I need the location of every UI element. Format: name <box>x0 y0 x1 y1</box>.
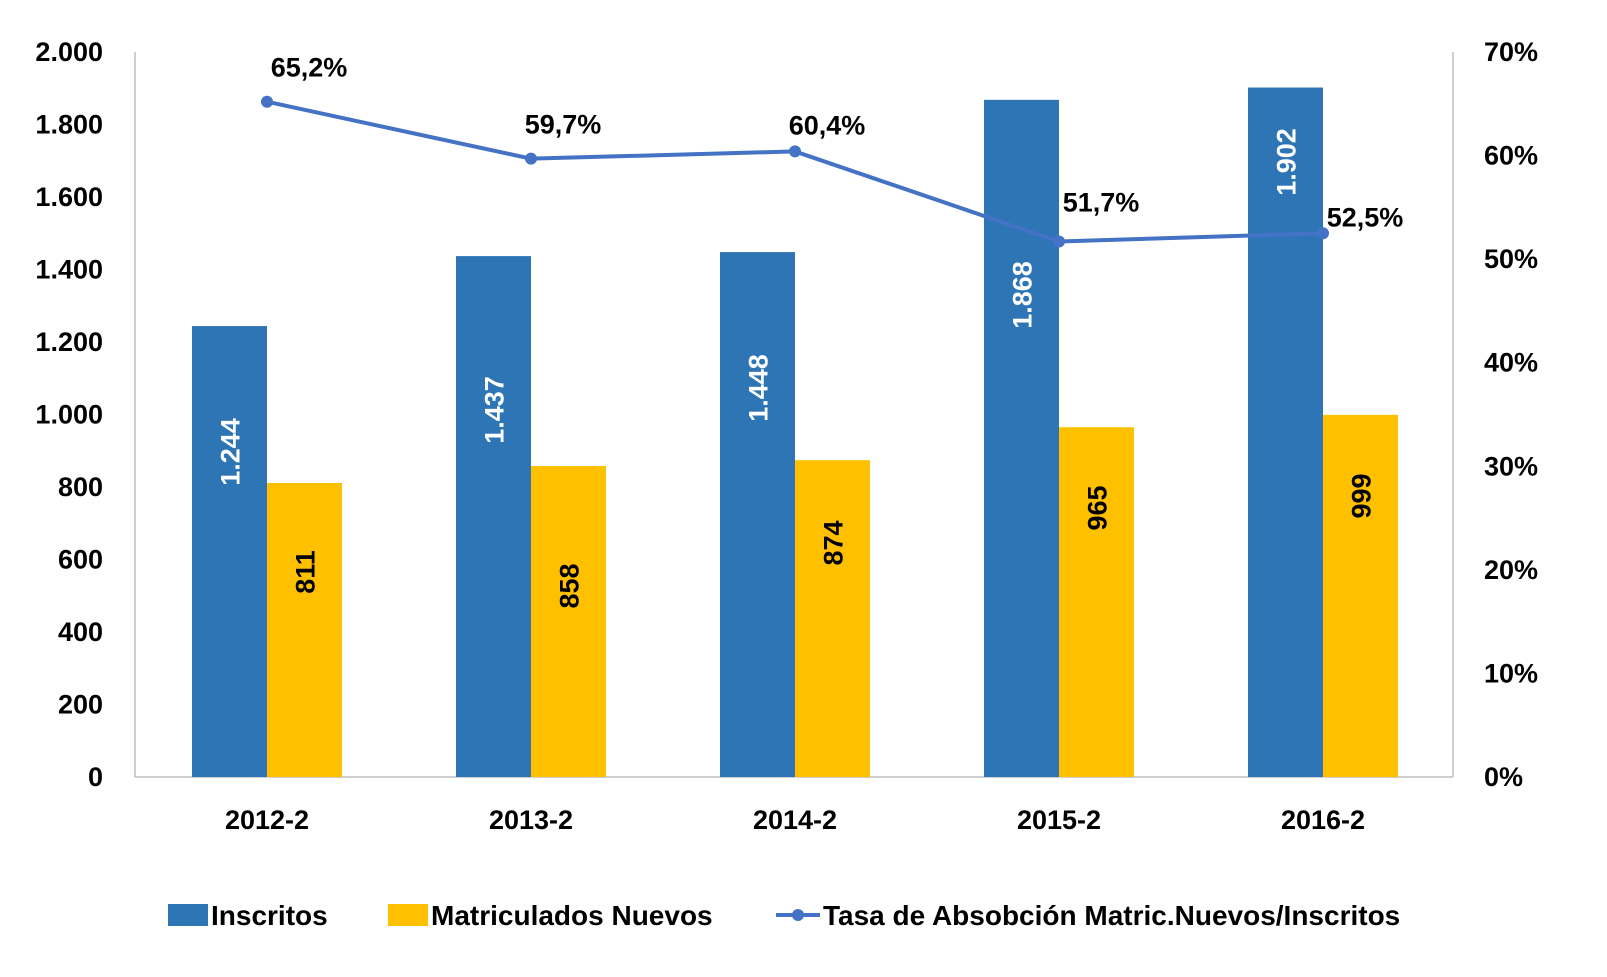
y-left-tick-label: 1.800 <box>35 110 103 140</box>
line-point-tasa-absorcion <box>525 152 537 165</box>
y-right-tick-label: 10% <box>1484 658 1538 688</box>
chart-line <box>261 95 1329 248</box>
data-label-inscritos: 1.448 <box>744 354 774 422</box>
x-tick-label: 2012-2 <box>225 805 309 835</box>
line-point-tasa-absorcion <box>261 95 273 108</box>
bar-inscritos <box>720 252 795 778</box>
data-label-matriculados-nuevos: 858 <box>555 563 585 608</box>
bar-matriculados-nuevos <box>1323 414 1398 777</box>
chart-bars <box>192 87 1398 778</box>
y-left-tick-label: 800 <box>58 472 103 502</box>
data-label-tasa-absorcion: 65,2% <box>271 53 348 83</box>
y-left-tick-label: 1.600 <box>35 182 103 212</box>
y-left-tick-label: 600 <box>58 545 103 575</box>
chart-data-labels: 1.244 811 1.437 858 1.448 874 1.868 965 1.902 999… <box>216 53 1404 609</box>
y-right-tick-label: 60% <box>1484 141 1538 171</box>
y-right-tick-label: 40% <box>1484 348 1538 378</box>
bar-matriculados-nuevos <box>267 483 342 777</box>
y-left-tick-label: 1.000 <box>35 400 103 430</box>
line-point-tasa-absorcion <box>1317 227 1329 240</box>
y-left-tick-label: 200 <box>58 690 103 720</box>
bar-inscritos <box>456 256 531 777</box>
bar-matriculados-nuevos <box>531 465 606 777</box>
data-label-matriculados-nuevos: 874 <box>819 520 849 565</box>
bar-inscritos <box>984 99 1059 778</box>
bar-inscritos <box>1248 87 1323 777</box>
y-right-tick-label: 30% <box>1484 451 1538 481</box>
chart-legend[interactable]: Inscritos Matriculados Nuevos Tasa de Abso… <box>168 900 1400 931</box>
data-label-tasa-absorcion: 60,4% <box>789 110 866 140</box>
data-label-tasa-absorcion: 59,7% <box>525 110 602 140</box>
data-label-inscritos: 1.902 <box>1272 128 1302 196</box>
y-left-tick-label: 0 <box>88 762 103 792</box>
data-label-tasa-absorcion: 51,7% <box>1063 188 1140 218</box>
y-left-tick-label: 2.000 <box>35 37 103 67</box>
data-label-tasa-absorcion: 52,5% <box>1327 202 1404 232</box>
y-right-tick-label: 0% <box>1484 762 1523 792</box>
legend-label-inscritos: Inscritos <box>211 900 328 931</box>
y-left-tick-label: 1.200 <box>35 327 103 357</box>
x-tick-label: 2015-2 <box>1017 805 1101 835</box>
bar-inscritos <box>192 326 267 777</box>
legend-label-matriculados-nuevos: Matriculados Nuevos <box>431 900 713 931</box>
data-label-inscritos: 1.437 <box>480 376 510 444</box>
data-label-matriculados-nuevos: 999 <box>1347 473 1377 518</box>
chart-axes: 0 200 400 600 800 1.000 1.200 1.400 1.600 1.800 2.… <box>35 37 1538 835</box>
line-point-tasa-absorcion <box>1053 235 1065 248</box>
y-right-tick-label: 20% <box>1484 555 1538 585</box>
data-label-matriculados-nuevos: 965 <box>1083 485 1113 530</box>
legend-swatch-matriculados-nuevos <box>388 904 428 926</box>
x-tick-label: 2013-2 <box>489 805 573 835</box>
x-tick-label: 2016-2 <box>1281 805 1365 835</box>
data-label-inscritos: 1.868 <box>1008 261 1038 329</box>
y-right-tick-label: 70% <box>1484 37 1538 67</box>
x-tick-label: 2014-2 <box>753 805 837 835</box>
data-label-matriculados-nuevos: 811 <box>291 550 321 594</box>
line-point-tasa-absorcion <box>789 145 801 158</box>
bar-matriculados-nuevos <box>795 460 870 777</box>
y-right-tick-label: 50% <box>1484 244 1538 274</box>
legend-marker-tasa-absorcion <box>792 909 804 921</box>
legend-label-tasa-absorcion: Tasa de Absobción Matric.Nuevos/Inscrito… <box>823 900 1400 931</box>
y-left-tick-label: 1.400 <box>35 255 103 285</box>
legend-swatch-inscritos <box>168 904 208 926</box>
y-left-tick-label: 400 <box>58 617 103 647</box>
bar-matriculados-nuevos <box>1059 427 1134 777</box>
data-label-inscritos: 1.244 <box>216 418 246 486</box>
